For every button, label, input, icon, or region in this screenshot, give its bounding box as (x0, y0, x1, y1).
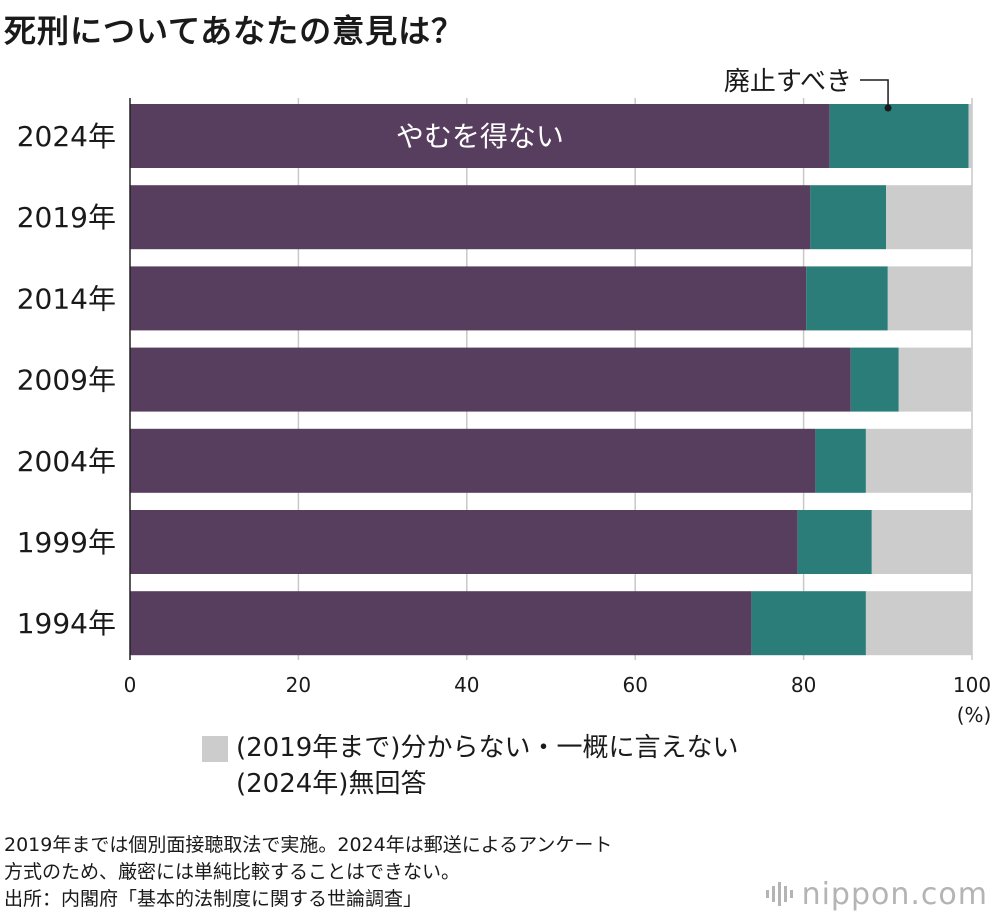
brand-name: nippon (801, 877, 911, 912)
x-tick-label: 100 (953, 673, 991, 697)
series-label-haishisubeki: 廃止すべき (724, 67, 852, 97)
legend-line-2: (2024年)無回答 (236, 769, 427, 799)
x-tick-label: 20 (286, 673, 311, 697)
bar-segment (130, 104, 830, 168)
bar-segment (815, 428, 866, 493)
chart-title: 死刑についてあなたの意見は？ (4, 12, 465, 50)
x-tick-label: 40 (454, 673, 479, 697)
y-tick-label: 2024年 (17, 120, 116, 153)
bar-segment (865, 428, 972, 493)
y-tick-label: 2014年 (17, 282, 116, 315)
callout-line (860, 79, 889, 108)
x-tick-label: 60 (622, 673, 647, 697)
legend-line-1: (2019年まで)分からない・一概に言えない (236, 733, 739, 763)
legend-swatch-no-answer (202, 736, 228, 762)
bar-segment (898, 347, 972, 412)
bar-segment (130, 347, 851, 412)
y-tick-label: 1994年 (17, 607, 116, 640)
brand-logo: nippon.com (765, 877, 988, 912)
bar-segment (887, 266, 972, 331)
x-tick-label: 80 (791, 673, 816, 697)
footnotes: 2019年までは個別面接聴取法で実施。2024年は郵送によるアンケート 方式のた… (4, 832, 612, 913)
bar-segment (130, 510, 798, 574)
bar-segment (886, 185, 972, 250)
y-tick-label: 2009年 (17, 364, 116, 397)
source-line: 出所：内閣府「基本的法制度に関する世論調査」 (4, 888, 423, 910)
bar-segment (871, 510, 972, 574)
footnote-line: 2019年までは個別面接聴取法で実施。2024年は郵送によるアンケート (4, 834, 613, 856)
bar-segment (130, 591, 752, 656)
bar-segment (850, 347, 899, 412)
bar-segment (806, 266, 888, 331)
bar-segment (865, 591, 972, 656)
bar-segment (130, 428, 816, 493)
bar-segment (130, 266, 807, 331)
unit-label: (%) (957, 703, 992, 727)
bar-segment (810, 185, 887, 250)
bar-segment (968, 104, 972, 168)
bar-segment (130, 185, 811, 250)
stacked-bar-chart: 2024年 2019年 2014年 2009年 2004年 1999年 1994年 0 20 40… (17, 67, 992, 727)
callout-dot (884, 104, 892, 112)
x-tick-label: 0 (124, 673, 137, 697)
brand-wave-icon (765, 882, 793, 906)
series-label-yamuwoenai: やむを得ない (396, 120, 564, 153)
legend-label: (2019年まで)分からない・一概に言えない (2024年)無回答 (236, 730, 738, 802)
brand-suffix: .com (910, 877, 988, 912)
bar-segment (829, 104, 969, 168)
y-tick-label: 1999年 (17, 526, 116, 559)
y-tick-label: 2004年 (17, 445, 116, 478)
footnote-line: 方式のため、厳密には単純比較することはできない。 (4, 861, 461, 883)
bar-segment (797, 510, 872, 574)
y-tick-label: 2019年 (17, 201, 116, 234)
bar-segment (751, 591, 866, 656)
